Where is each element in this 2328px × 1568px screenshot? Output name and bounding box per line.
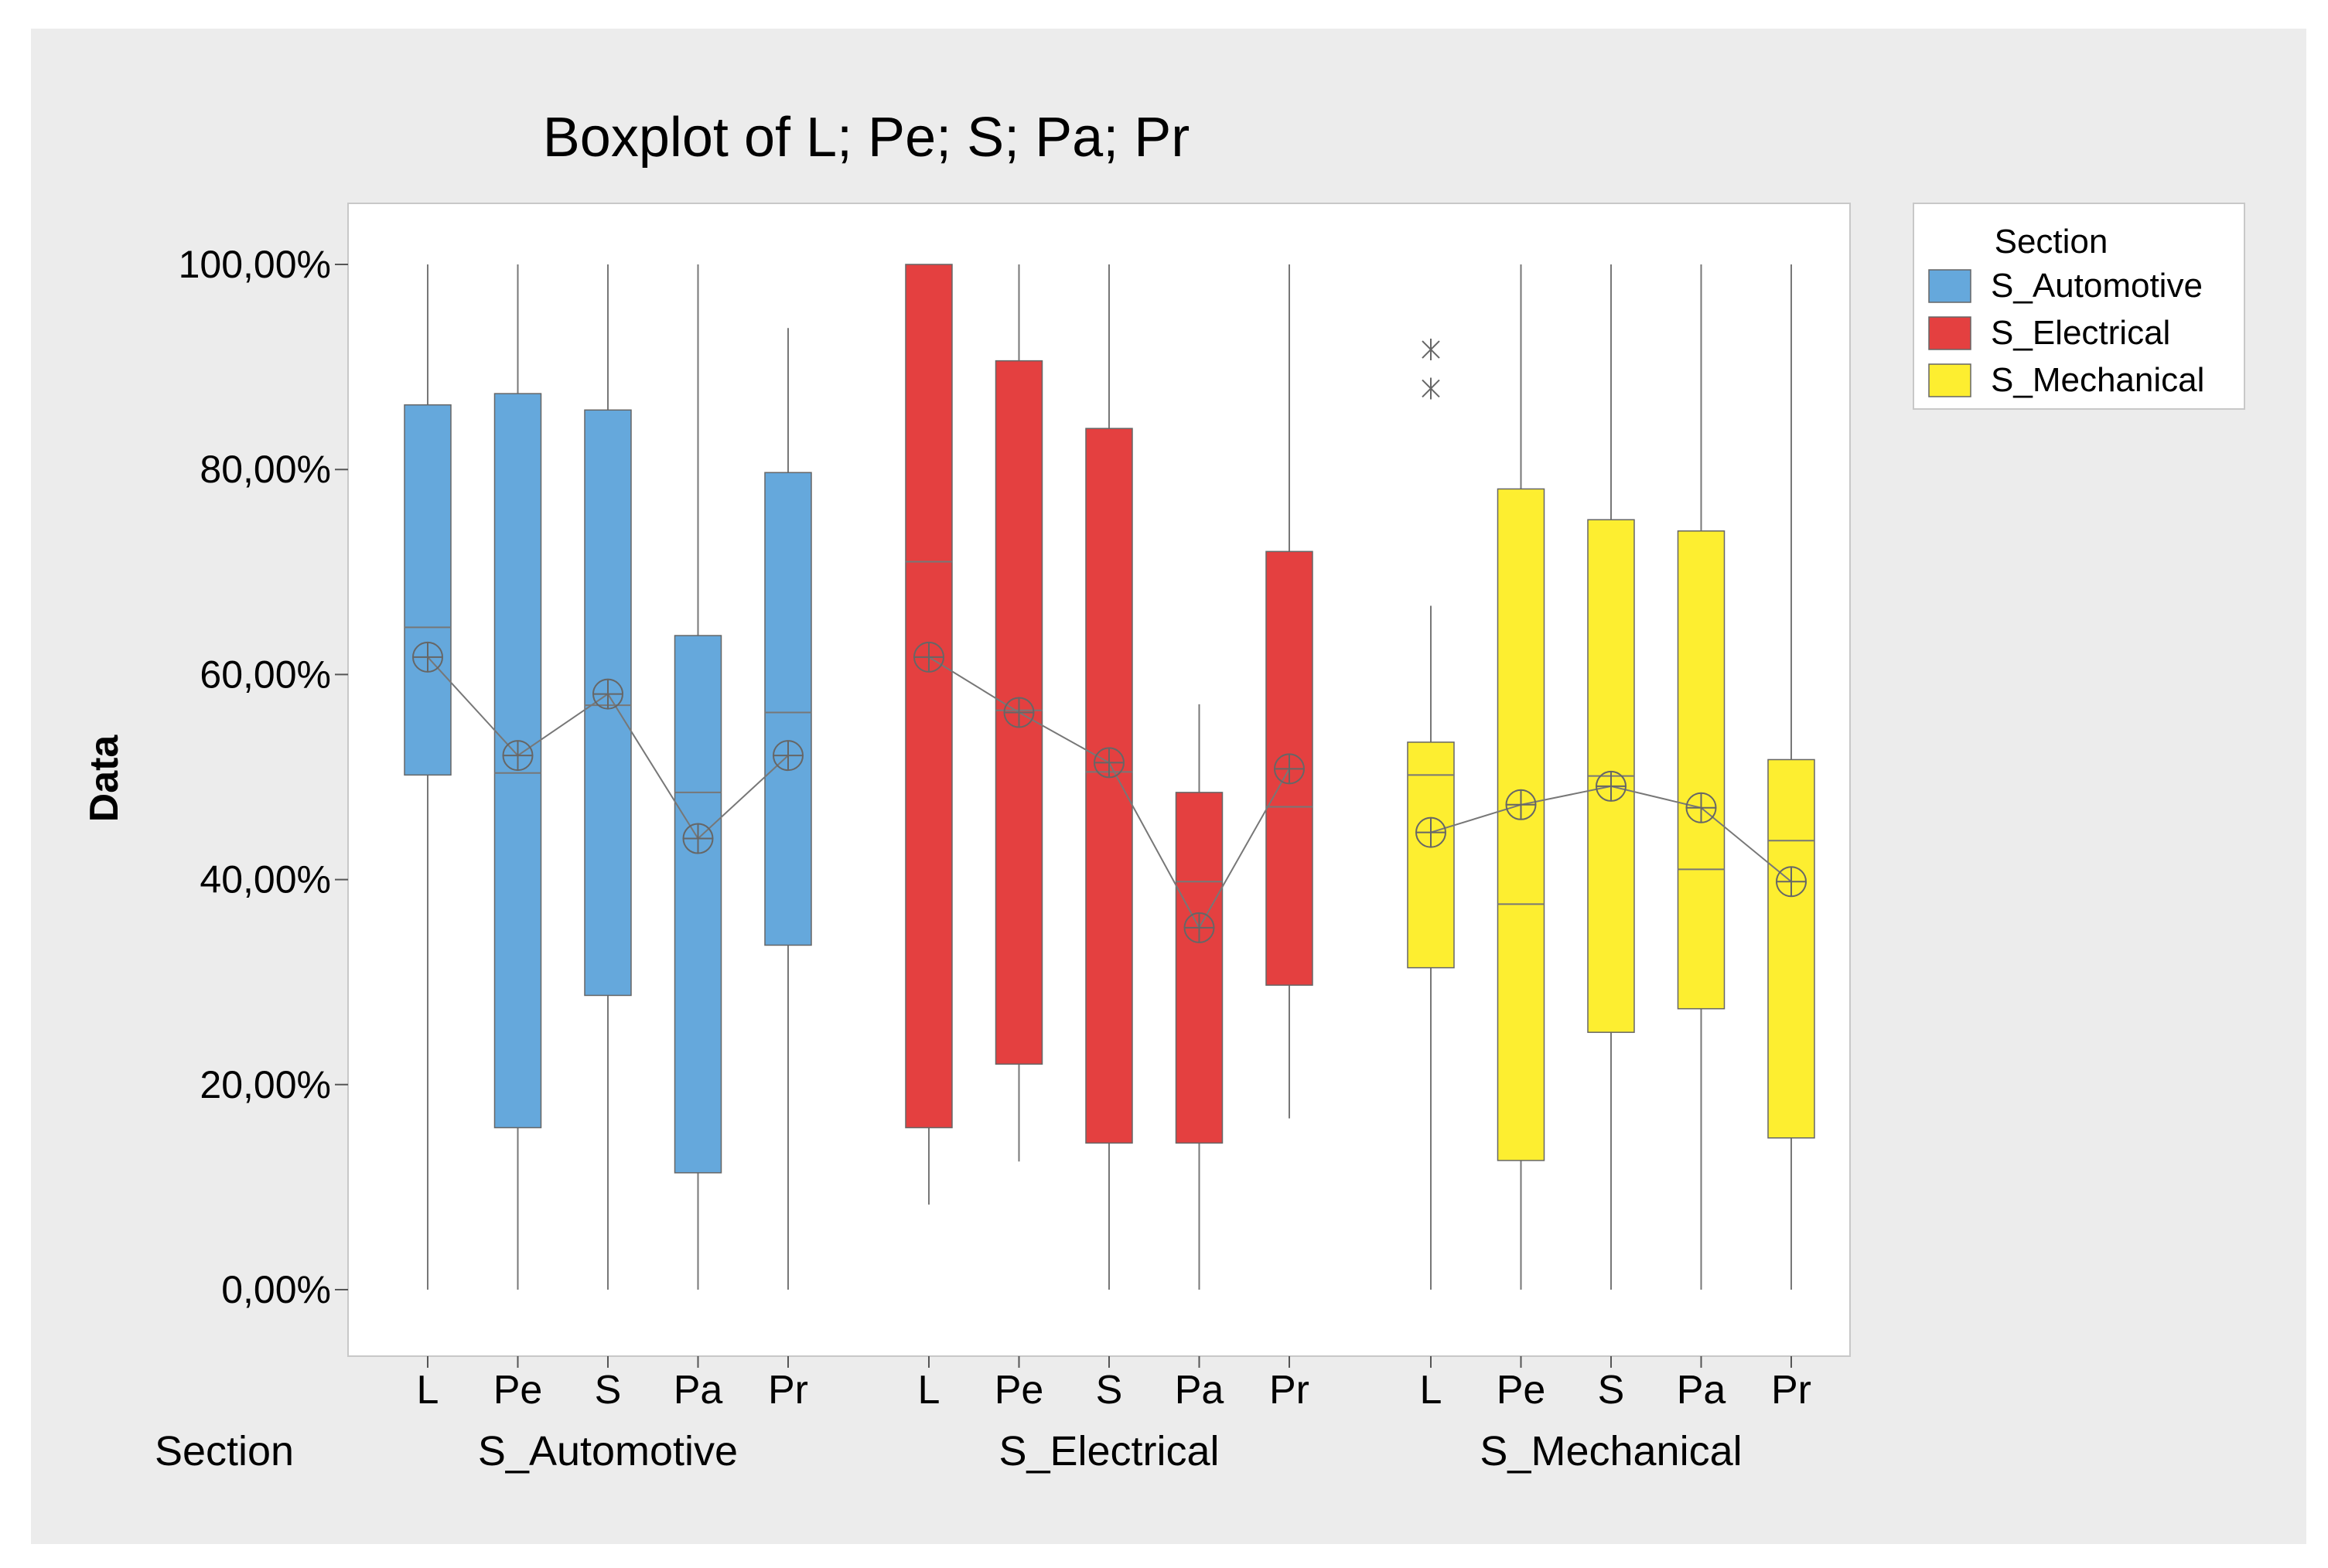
- mean-marker-cross: [1777, 867, 1806, 897]
- iqr-box: [1085, 428, 1133, 1144]
- legend-swatch-S_Electrical: [1928, 316, 1971, 350]
- y-tick-label: 60,00%: [200, 653, 331, 696]
- legend-label-S_Electrical: S_Electrical: [1991, 314, 2170, 352]
- box-S_Electrical-Pa: [1175, 704, 1224, 1290]
- mean-marker: [1596, 770, 1627, 802]
- iqr-box: [1497, 488, 1545, 1161]
- mean-marker: [1003, 697, 1035, 728]
- mean-marker-cross: [1416, 817, 1446, 847]
- x-axis: L Pe S Pa Pr S_Automotive L Pe S Pa Pr S_Electrical…: [417, 1356, 1811, 1474]
- group-label: S_Mechanical: [1480, 1428, 1742, 1474]
- x-axis-row-label: Section: [155, 1428, 294, 1474]
- group-S_Automotive: [404, 264, 812, 1290]
- mean-marker-cross: [503, 741, 533, 771]
- mean-marker-cross: [1275, 754, 1304, 784]
- mean-marker: [1505, 789, 1537, 820]
- x-tick-label: L: [417, 1368, 439, 1413]
- legend-swatch-S_Automotive: [1928, 269, 1971, 303]
- mean-marker-cross: [1094, 748, 1124, 778]
- x-tick-label: L: [918, 1368, 940, 1413]
- iqr-box: [1175, 792, 1224, 1144]
- mean-marker: [1274, 753, 1305, 785]
- box-S_Automotive-L: [404, 264, 452, 1290]
- chart-frame: Boxplot of L; Pe; S; Pa; Pr 0,00% 20,00% 4…: [31, 29, 2306, 1544]
- mean-marker-cross: [683, 823, 713, 854]
- mean-marker-cross: [1184, 912, 1214, 943]
- mean-marker-cross: [1004, 697, 1034, 728]
- y-tick-label: 0,00%: [221, 1268, 331, 1311]
- mean-marker: [1415, 816, 1446, 848]
- x-tick-label: Pe: [1497, 1368, 1546, 1413]
- y-tick-label: 80,00%: [200, 448, 331, 491]
- legend-swatch-S_Mechanical: [1928, 363, 1971, 397]
- mean-marker-cross: [914, 642, 944, 672]
- x-tick-label: S: [1096, 1368, 1123, 1413]
- iqr-box: [674, 635, 722, 1174]
- box-S_Electrical-S: [1085, 264, 1133, 1290]
- x-tick-label: Pa: [1175, 1368, 1224, 1413]
- x-tick-label: Pa: [674, 1368, 723, 1413]
- x-tick-label: Pe: [493, 1368, 543, 1413]
- iqr-box: [1407, 741, 1455, 969]
- mean-marker: [1094, 747, 1125, 779]
- iqr-box: [404, 404, 452, 776]
- x-tick-label: S: [1598, 1368, 1625, 1413]
- outlier-marker: [1422, 377, 1440, 400]
- y-tick-label: 20,00%: [200, 1063, 331, 1106]
- chart-title: Boxplot of L; Pe; S; Pa; Pr: [543, 107, 1190, 169]
- x-tick-label: Pr: [1771, 1368, 1811, 1413]
- x-tick-label: Pr: [768, 1368, 808, 1413]
- iqr-box: [764, 472, 812, 946]
- mean-marker-cross: [1596, 771, 1626, 801]
- mean-marker-cross: [593, 679, 623, 709]
- box-S_Automotive-Pr: [764, 328, 812, 1290]
- mean-marker: [682, 823, 714, 854]
- legend-label-S_Automotive: S_Automotive: [1991, 267, 2203, 305]
- y-axis: 0,00% 20,00% 40,00% 60,00% 80,00% 100,00%: [179, 243, 348, 1311]
- mean-marker: [1685, 792, 1717, 823]
- box-S_Mechanical-Pe: [1497, 264, 1545, 1290]
- mean-marker: [1183, 912, 1215, 943]
- legend-title: Section: [1995, 223, 2108, 261]
- mean-marker: [412, 641, 443, 673]
- group-S_Electrical: [905, 264, 1313, 1290]
- box-S_Electrical-L: [905, 264, 953, 1205]
- mean-marker: [773, 740, 804, 772]
- box-S_Mechanical-Pa: [1677, 264, 1726, 1290]
- mean-marker-cross: [1506, 789, 1536, 820]
- mean-marker: [502, 740, 534, 772]
- y-tick-label: 40,00%: [200, 858, 331, 902]
- iqr-box: [905, 264, 953, 1129]
- y-tick-label: 100,00%: [179, 243, 331, 286]
- boxes-layer: [404, 264, 1815, 1290]
- legend: Section S_Automotive S_Electrical S_Mechan…: [1913, 203, 2245, 410]
- mean-marker: [1776, 866, 1807, 898]
- boxplot-chart: Boxplot of L; Pe; S; Pa; Pr 0,00% 20,00% 4…: [82, 107, 2245, 1474]
- x-tick-label: Pe: [995, 1368, 1044, 1413]
- outlier-marker: [1422, 339, 1440, 361]
- x-tick-label: L: [1420, 1368, 1442, 1413]
- mean-marker: [592, 678, 623, 710]
- y-axis-label: Data: [82, 735, 127, 823]
- mean-marker-cross: [773, 741, 803, 771]
- iqr-box: [1767, 758, 1815, 1139]
- box-S_Mechanical-Pr: [1767, 264, 1815, 1290]
- mean-marker: [913, 641, 944, 673]
- mean-marker-cross: [413, 642, 442, 672]
- x-tick-label: Pr: [1269, 1368, 1309, 1413]
- iqr-box: [1677, 530, 1726, 1010]
- x-tick-label: Pa: [1677, 1368, 1726, 1413]
- x-tick-label: S: [595, 1368, 622, 1413]
- box-S_Mechanical-L: [1407, 339, 1455, 1290]
- group-label: S_Automotive: [478, 1428, 738, 1474]
- group-S_Mechanical: [1407, 264, 1815, 1290]
- legend-label-S_Mechanical: S_Mechanical: [1991, 361, 2204, 399]
- mean-marker-cross: [1686, 793, 1716, 823]
- box-S_Automotive-Pa: [674, 264, 722, 1290]
- group-label: S_Electrical: [998, 1428, 1219, 1474]
